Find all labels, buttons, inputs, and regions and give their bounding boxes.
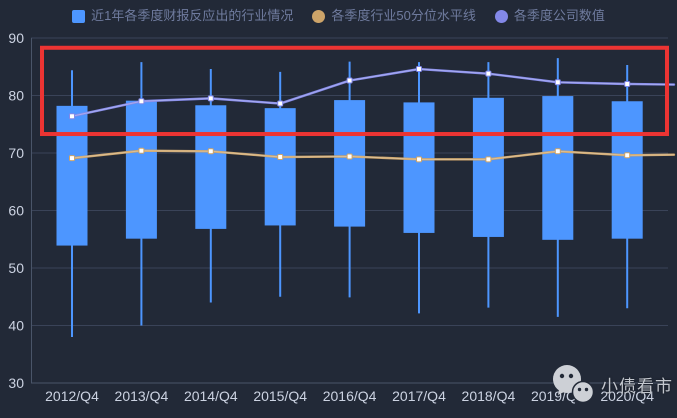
- data-point-2019/Q4[interactable]: [554, 148, 561, 155]
- legend-circle-marker-icon: [312, 9, 326, 23]
- data-point-2013/Q4[interactable]: [138, 147, 145, 154]
- legend-label: 各季度公司数值: [513, 8, 605, 23]
- box-2013/Q4[interactable]: [125, 100, 157, 239]
- legend-item-0[interactable]: 近1年各季度财报反应出的行业情况: [72, 8, 293, 24]
- box-2019/Q4[interactable]: [542, 96, 574, 240]
- data-point-2015/Q4[interactable]: [277, 154, 284, 161]
- box-2020/Q4[interactable]: [611, 101, 643, 239]
- box-2012/Q4[interactable]: [56, 105, 88, 246]
- x-tick-label-2014/Q4: 2014/Q4: [184, 388, 238, 404]
- x-tick-label-2020/Q4: 2020/Q4: [600, 388, 654, 404]
- data-point-2019/Q4[interactable]: [554, 79, 561, 86]
- wechat-icon: [553, 365, 595, 404]
- y-tick-label-80: 80: [8, 88, 24, 104]
- data-point-2012/Q4[interactable]: [69, 155, 75, 162]
- data-point-2014/Q4[interactable]: [207, 148, 214, 155]
- legend-item-2[interactable]: 各季度公司数值: [494, 8, 605, 24]
- watermark: 小债看市: [551, 363, 673, 405]
- y-tick-label-50: 50: [8, 260, 24, 276]
- x-tick-label-2015/Q4: 2015/Q4: [253, 388, 307, 404]
- x-tick-label-2017/Q4: 2017/Q4: [392, 388, 446, 404]
- x-tick-label-2012/Q4: 2012/Q4: [45, 388, 99, 404]
- line-各季度行业50分位水平线: [70, 149, 676, 161]
- data-point-2017/Q4[interactable]: [416, 156, 422, 163]
- x-tick-label-2013/Q4: 2013/Q4: [115, 388, 169, 404]
- data-point-2018/Q4[interactable]: [485, 156, 492, 163]
- data-point-2017/Q4[interactable]: [416, 66, 422, 73]
- x-tick-label-2018/Q4: 2018/Q4: [462, 388, 516, 404]
- legend-item-1[interactable]: 各季度行业50分位水平线: [312, 8, 476, 24]
- data-point-2013/Q4[interactable]: [138, 98, 145, 105]
- box-2016/Q4[interactable]: [334, 100, 366, 227]
- y-tick-label-90: 90: [8, 30, 24, 46]
- y-tick-label-40: 40: [8, 318, 24, 334]
- data-point-2016/Q4[interactable]: [346, 77, 353, 84]
- legend-circle-marker-icon: [494, 9, 508, 23]
- legend-square-marker-icon: [72, 9, 86, 23]
- chart-legend: 近1年各季度财报反应出的行业情况 各季度行业50分位水平线 各季度公司数值: [0, 8, 677, 24]
- y-tick-label-60: 60: [8, 203, 24, 219]
- data-point-2020/Q4[interactable]: [624, 152, 631, 159]
- y-tick-label-70: 70: [8, 145, 24, 161]
- watermark-text: 小债看市: [601, 376, 673, 396]
- line-highlight-各季度行业50分位水平线: [71, 150, 675, 160]
- data-point-2016/Q4[interactable]: [346, 153, 353, 160]
- box-2015/Q4[interactable]: [264, 108, 296, 226]
- line-highlight-各季度公司数值: [71, 68, 675, 117]
- line-各季度公司数值: [70, 67, 676, 118]
- legend-label: 各季度行业50分位水平线: [331, 8, 476, 23]
- x-tick-label-2016/Q4: 2016/Q4: [323, 388, 377, 404]
- box-2018/Q4[interactable]: [472, 97, 504, 237]
- y-tick-label-30: 30: [8, 375, 24, 391]
- highlight-annotation-rect: [40, 45, 669, 137]
- box-2014/Q4[interactable]: [195, 105, 227, 229]
- data-point-2014/Q4[interactable]: [207, 95, 214, 102]
- data-point-2012/Q4[interactable]: [69, 113, 75, 120]
- data-point-2020/Q4[interactable]: [624, 81, 631, 87]
- data-point-2018/Q4[interactable]: [485, 70, 492, 77]
- legend-label: 近1年各季度财报反应出的行业情况: [91, 8, 294, 23]
- box-2017/Q4[interactable]: [403, 102, 435, 233]
- data-point-2015/Q4[interactable]: [277, 100, 284, 107]
